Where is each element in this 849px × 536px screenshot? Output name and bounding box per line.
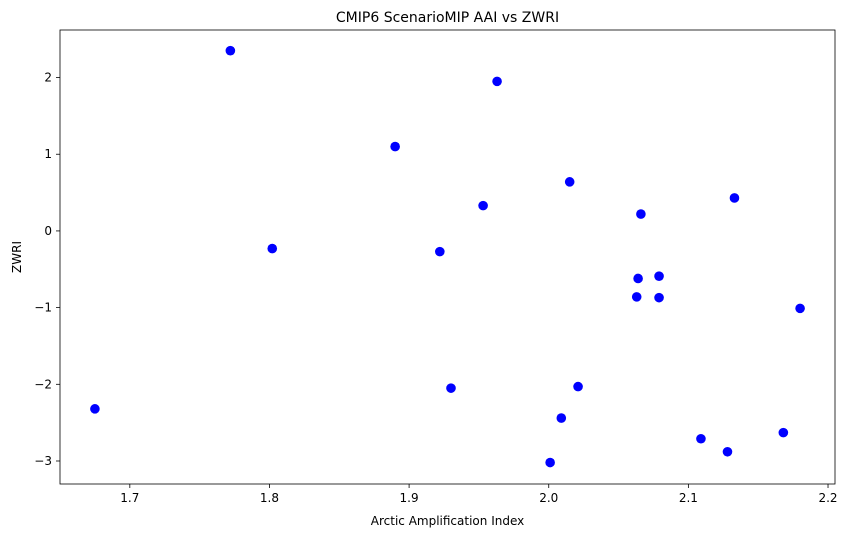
data-point-0 (90, 404, 100, 414)
y-tick-label-2: −1 (34, 301, 52, 315)
x-tick-label-4: 2.1 (679, 491, 698, 505)
data-point-6 (478, 200, 488, 211)
data-point-12 (631, 292, 642, 302)
y-tick-label-5: 2 (44, 71, 52, 85)
x-tick-label-1: 1.8 (260, 491, 279, 505)
x-axis-label: Arctic Amplification Index (371, 514, 524, 528)
data-point-15 (654, 271, 664, 281)
data-point-17 (696, 433, 706, 444)
data-point-18 (722, 446, 733, 457)
data-point-2 (267, 243, 278, 254)
chart-title: CMIP6 ScenarioMIP AAI vs ZWRI (336, 10, 559, 26)
data-point-4 (435, 246, 445, 257)
x-tick-label-3: 2.0 (539, 491, 558, 505)
y-axis: −3 −2 −1 0 1 2 (34, 71, 60, 468)
y-tick-label-3: 0 (44, 224, 52, 238)
x-tick-label-5: 2.2 (818, 491, 837, 505)
data-point-11 (573, 381, 583, 392)
data-point-16 (654, 292, 664, 303)
data-point-21 (795, 303, 805, 314)
data-point-8 (545, 457, 555, 468)
x-tick-label-0: 1.7 (120, 491, 139, 505)
x-tick-label-2: 1.9 (400, 491, 419, 505)
data-point-20 (778, 427, 789, 438)
data-point-1 (225, 45, 236, 56)
plot-frame (59, 29, 836, 485)
data-point-13 (633, 273, 643, 284)
data-point-10 (564, 177, 575, 187)
data-point-14 (636, 209, 646, 219)
data-point-5 (446, 383, 456, 393)
y-tick-label-4: 1 (44, 147, 52, 161)
y-axis-label: ZWRI (10, 241, 24, 273)
data-point-9 (556, 413, 567, 423)
x-axis: 1.7 1.8 1.9 2.0 2.1 2.2 (120, 484, 838, 505)
y-tick-label-1: −2 (34, 377, 52, 391)
points-layer (90, 45, 805, 468)
data-point-3 (390, 141, 400, 152)
data-point-19 (729, 193, 740, 203)
y-tick-label-0: −3 (34, 454, 52, 468)
data-point-7 (492, 76, 502, 87)
